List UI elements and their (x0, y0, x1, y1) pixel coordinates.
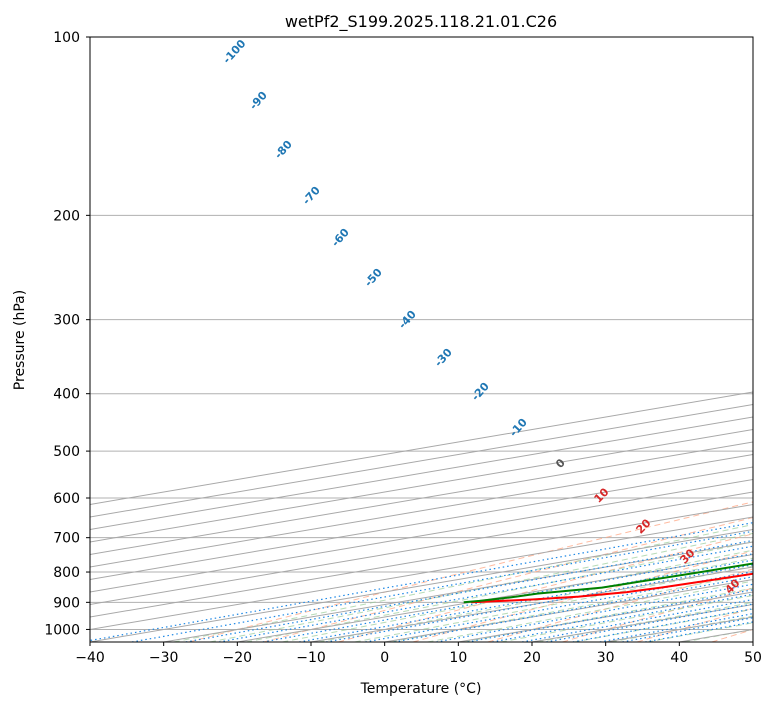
y-tick-label: 300 (53, 313, 80, 329)
y-tick-label: 1000 (44, 622, 80, 638)
isotherm-label: -100 (220, 37, 248, 66)
dry-adiabat (562, 587, 753, 642)
isotherm-line (90, 441, 753, 556)
moist-adiabat (500, 594, 753, 642)
y-tick-label: 800 (53, 565, 80, 581)
mixing-ratio-lines (90, 522, 753, 642)
isotherm-label: -80 (272, 138, 295, 162)
isotherm-line (90, 503, 753, 618)
chart-title: wetPf2_S199.2025.118.21.01.C26 (285, 12, 557, 32)
mixing-ratio-line (394, 576, 753, 642)
isotherm-line (531, 603, 753, 642)
moist-adiabat (318, 557, 753, 642)
x-tick-label: 10 (449, 650, 467, 666)
y-tick-label: 200 (53, 208, 80, 224)
moist-adiabat (574, 608, 753, 642)
dry-adiabat (338, 533, 753, 642)
moist-adiabat (390, 573, 753, 642)
y-axis-ticks: 1000 900 800 700 600 500 400 300 200 100 (44, 30, 90, 638)
mixing-ratio-line (218, 545, 753, 642)
isotherm-label: -70 (300, 184, 323, 208)
x-tick-label: −40 (75, 650, 105, 666)
isotherm-line (384, 578, 753, 642)
plot-area: -100-90-80-70-60-50-40-30-20-100.10.20.4… (90, 37, 753, 642)
x-tick-label: 50 (744, 650, 762, 666)
isotherm-line (90, 466, 753, 581)
isotherm-line (90, 478, 753, 593)
dry-adiabat (412, 550, 753, 642)
dry-adiabat (711, 628, 753, 642)
moist-adiabat-label: 10 (592, 485, 612, 505)
isotherm-line (752, 641, 753, 642)
dry-adiabat (487, 568, 753, 642)
x-tick-label: 20 (523, 650, 541, 666)
x-tick-label: −30 (149, 650, 179, 666)
moist-adiabat-label: 30 (678, 546, 698, 566)
isotherm-label: -50 (362, 266, 385, 290)
isotherm-line (90, 528, 753, 642)
x-axis-label: Temperature (°C) (360, 681, 482, 697)
y-tick-label: 100 (53, 30, 80, 46)
isotherm-label: -60 (329, 226, 352, 250)
isotherm-line (679, 628, 753, 642)
moist-adiabat-label: 0 (553, 456, 568, 471)
isotherm-line (310, 566, 753, 642)
y-axis-label: Pressure (hPa) (12, 290, 28, 390)
isotherm-line (90, 391, 753, 506)
isotherm-label: -90 (247, 89, 270, 113)
dry-adiabats (188, 501, 753, 642)
moist-adiabat (464, 587, 753, 642)
isotherm-line (90, 453, 753, 568)
y-tick-label: 600 (53, 491, 80, 507)
isotherm-line (237, 553, 753, 642)
isotherm-line (90, 428, 753, 543)
isotherm-line (90, 516, 753, 631)
mixing-ratio-line (262, 553, 753, 642)
x-axis-ticks: −40 −30 −20 −10 0 10 20 30 40 50 (75, 642, 762, 666)
y-tick-label: 400 (53, 387, 80, 403)
curve-labels: -100-90-80-70-60-50-40-30-20-100.10.20.4… (220, 37, 742, 597)
moist-adiabat-label: 20 (634, 516, 654, 536)
isotherm-label: -30 (432, 346, 455, 370)
mixing-ratio-line (365, 571, 753, 642)
x-tick-label: 40 (670, 650, 688, 666)
mixing-ratio-line (436, 583, 753, 642)
skewed-isotherms (90, 391, 753, 642)
moist-adiabat (354, 565, 753, 642)
isotherm-line (90, 416, 753, 531)
isotherm-line (90, 491, 753, 606)
x-tick-label: 30 (597, 650, 615, 666)
x-tick-label: −10 (296, 650, 326, 666)
x-tick-label: −20 (223, 650, 253, 666)
y-tick-label: 900 (53, 595, 80, 611)
dry-adiabat (188, 501, 753, 642)
isotherm-label: -10 (507, 416, 530, 440)
y-tick-label: 700 (53, 531, 80, 547)
x-tick-label: 0 (380, 650, 389, 666)
isotherm-label: -20 (469, 380, 492, 404)
mixing-ratio-line (467, 589, 753, 642)
isotherm-line (90, 403, 753, 518)
mixing-ratio-line (90, 522, 753, 642)
dry-adiabat (636, 607, 753, 642)
isotherm-label: -40 (396, 308, 419, 332)
moist-adiabat (537, 601, 753, 642)
plot-frame (89, 36, 754, 643)
moist-adiabat (246, 541, 753, 642)
y-tick-label: 500 (53, 444, 80, 460)
